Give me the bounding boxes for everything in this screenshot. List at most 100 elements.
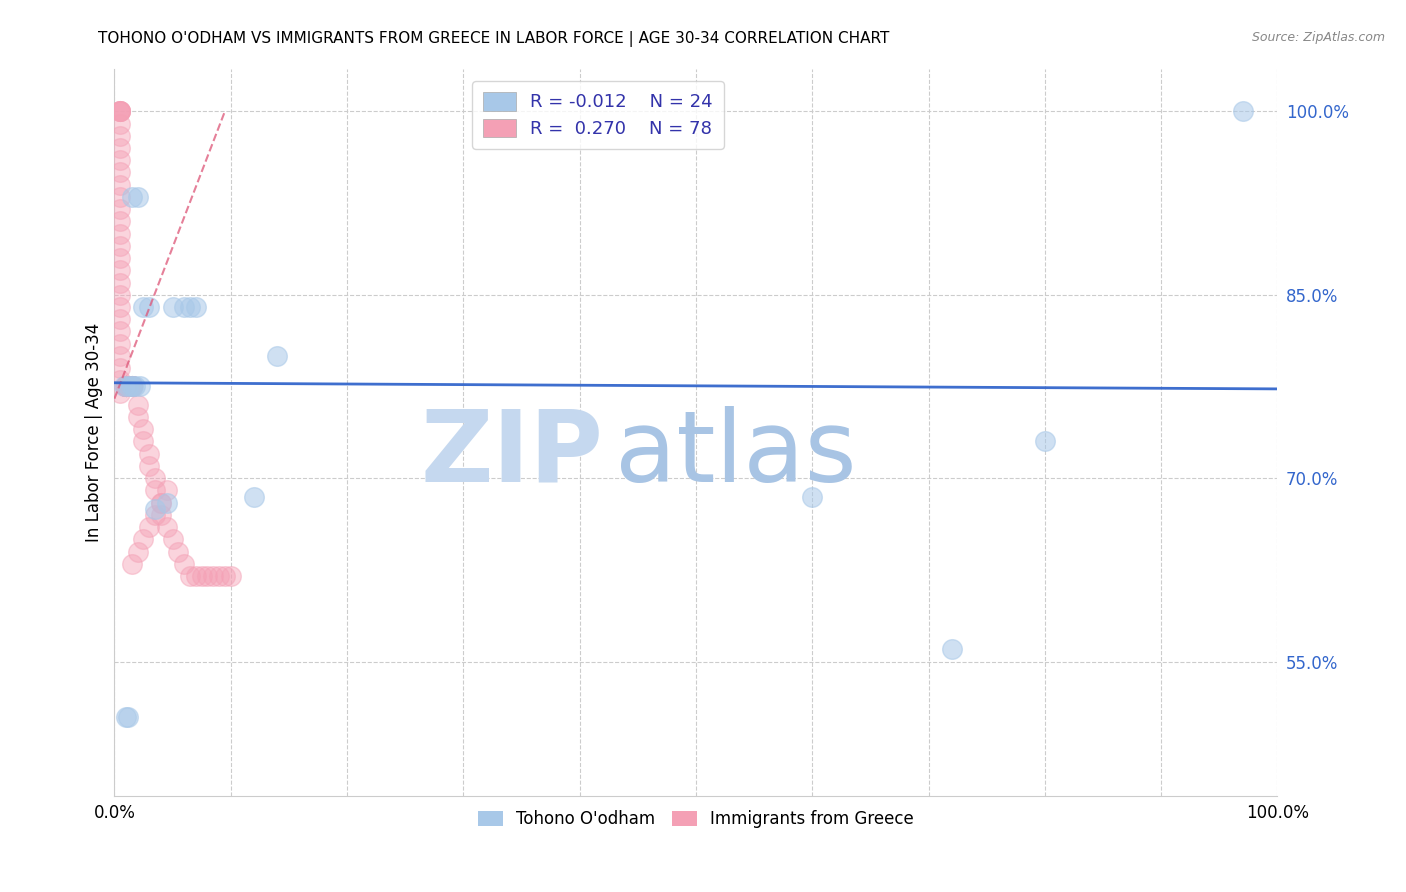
Point [110,287,132,301]
Point [129,379,152,393]
Point [162,533,184,547]
Point [117,709,139,723]
Point [173,300,195,314]
Point [149,508,172,522]
Point [110,263,132,277]
Point [110,104,132,119]
Point [110,239,132,253]
Point [115,379,138,393]
Point [121,379,143,393]
Point [121,379,143,393]
Point [138,447,160,461]
Point [110,104,132,119]
Point [115,379,138,393]
Point [138,520,160,534]
Point [110,227,132,241]
Point [156,520,179,534]
Point [127,190,149,204]
Point [121,379,143,393]
Point [110,104,132,119]
Point [156,483,179,498]
Point [162,300,184,314]
Point [110,128,132,143]
Point [121,190,143,204]
Point [124,379,146,393]
Point [941,642,963,657]
Point [115,379,138,393]
Point [110,385,132,400]
Point [184,569,207,583]
Text: TOHONO O'ODHAM VS IMMIGRANTS FROM GREECE IN LABOR FORCE | AGE 30-34 CORRELATION : TOHONO O'ODHAM VS IMMIGRANTS FROM GREECE… [98,31,890,47]
Point [110,373,132,387]
Point [121,379,143,393]
Point [110,336,132,351]
Point [110,190,132,204]
Point [801,490,824,504]
Point [112,379,135,393]
Point [110,141,132,155]
Point [208,569,231,583]
Text: Source: ZipAtlas.com: Source: ZipAtlas.com [1251,31,1385,45]
Point [143,471,166,485]
Point [156,495,179,509]
Text: ZIP: ZIP [420,406,603,502]
Point [214,569,236,583]
Text: atlas: atlas [614,406,856,502]
Point [110,312,132,326]
Y-axis label: In Labor Force | Age 30-34: In Labor Force | Age 30-34 [86,323,103,542]
Point [110,325,132,339]
Point [143,508,166,522]
Point [121,379,143,393]
Point [132,533,155,547]
Point [127,544,149,558]
Point [243,490,266,504]
Point [110,104,132,119]
Point [132,422,155,436]
Point [122,379,145,393]
Point [167,544,190,558]
Point [110,300,132,314]
Point [121,557,143,571]
Point [197,569,219,583]
Point [138,458,160,473]
Point [115,379,138,393]
Point [121,379,143,393]
Point [143,483,166,498]
Point [1232,104,1254,119]
Point [110,361,132,376]
Point [110,202,132,216]
Point [127,410,149,425]
Point [143,501,166,516]
Point [110,349,132,363]
Point [110,153,132,168]
Point [121,379,143,393]
Point [110,276,132,290]
Point [179,300,201,314]
Point [138,300,160,314]
Point [202,569,225,583]
Point [117,379,139,393]
Point [190,569,212,583]
Point [115,379,138,393]
Point [173,557,195,571]
Point [184,300,207,314]
Point [127,398,149,412]
Point [149,495,172,509]
Point [179,569,201,583]
Point [115,379,138,393]
Point [115,379,138,393]
Point [115,379,138,393]
Point [110,178,132,192]
Point [115,379,138,393]
Point [266,349,288,363]
Point [132,434,155,449]
Point [132,300,155,314]
Point [149,495,172,509]
Point [115,709,138,723]
Point [219,569,242,583]
Point [115,379,138,393]
Point [1033,434,1056,449]
Point [110,165,132,179]
Point [115,379,138,393]
Legend: Tohono O'odham, Immigrants from Greece: Tohono O'odham, Immigrants from Greece [471,804,921,835]
